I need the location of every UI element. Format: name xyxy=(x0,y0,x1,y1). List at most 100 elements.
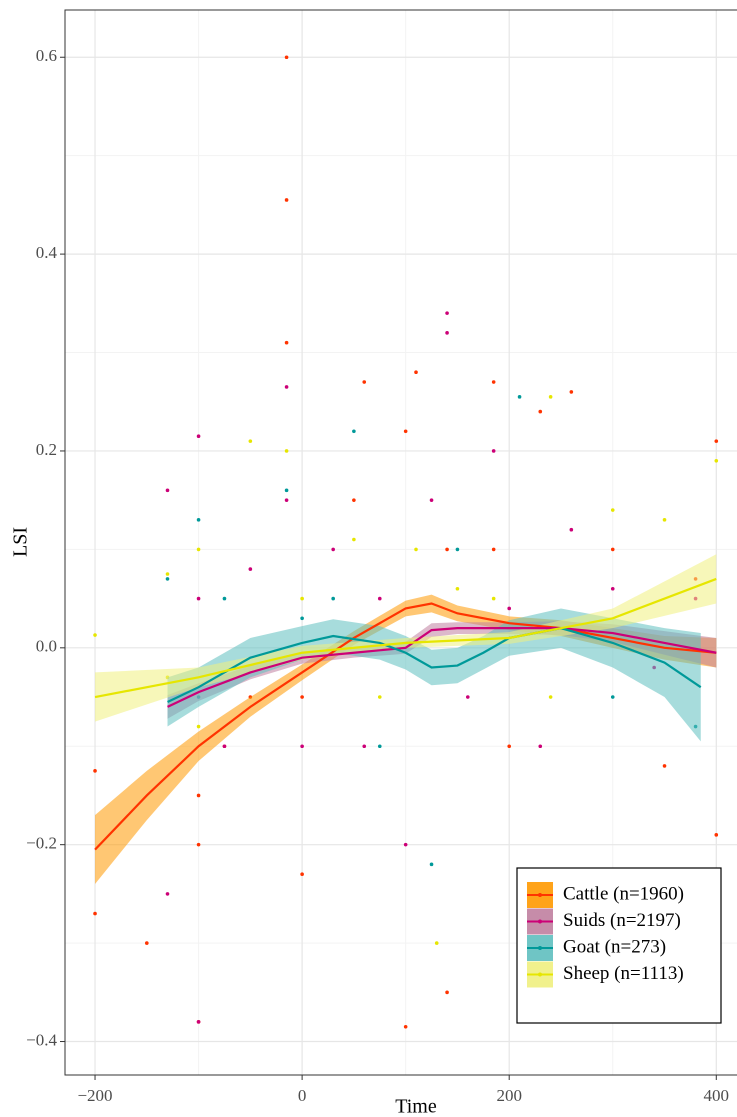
data-point xyxy=(165,488,170,493)
data-point xyxy=(455,547,460,552)
data-point xyxy=(377,596,382,601)
data-point xyxy=(300,695,304,699)
smooth-line xyxy=(94,577,717,699)
data-point xyxy=(429,498,434,502)
confidence-band xyxy=(167,608,701,742)
x-tick-label: 400 xyxy=(704,1086,730,1105)
data-point xyxy=(714,459,719,463)
data-point xyxy=(222,744,227,749)
data-point xyxy=(445,311,449,315)
data-point xyxy=(445,547,449,552)
data-point xyxy=(507,744,512,749)
legend-key-point xyxy=(538,946,542,950)
y-tick-label: −0.2 xyxy=(26,834,57,853)
data-point xyxy=(165,892,170,896)
smooth-line xyxy=(167,627,702,703)
data-point xyxy=(714,439,719,443)
data-point xyxy=(362,380,367,384)
data-point xyxy=(300,616,304,621)
data-point xyxy=(548,395,553,399)
legend-key-point xyxy=(538,893,542,897)
data-point xyxy=(196,842,201,847)
data-point xyxy=(377,695,382,699)
x-axis-title: Time xyxy=(395,1096,437,1117)
data-point xyxy=(403,429,408,434)
x-tick-label: 200 xyxy=(496,1086,522,1105)
smooth-line xyxy=(167,627,717,708)
data-point xyxy=(196,547,201,552)
legend-key-point xyxy=(538,972,542,977)
data-point xyxy=(569,390,574,394)
data-point xyxy=(284,488,289,493)
data-point xyxy=(352,429,356,434)
data-point xyxy=(352,498,356,502)
y-tick-label: 0.0 xyxy=(36,637,57,656)
data-point xyxy=(165,577,170,581)
data-point xyxy=(507,606,512,611)
data-point xyxy=(300,872,304,877)
data-point xyxy=(610,508,615,512)
data-point xyxy=(662,518,667,522)
data-point xyxy=(284,449,289,453)
data-point xyxy=(414,370,418,375)
data-point xyxy=(455,586,460,591)
data-point xyxy=(248,439,253,443)
data-point xyxy=(610,547,615,552)
data-point xyxy=(196,596,201,601)
data-point xyxy=(610,586,615,591)
data-point xyxy=(362,744,367,749)
data-point xyxy=(196,1020,201,1024)
data-point xyxy=(284,340,289,345)
confidence-band xyxy=(95,554,717,722)
data-point xyxy=(445,331,449,335)
y-axis-title: LSI xyxy=(10,527,32,557)
y-tick-label: 0.2 xyxy=(36,440,57,459)
data-point xyxy=(284,55,289,60)
data-point xyxy=(517,395,522,399)
data-point xyxy=(196,724,201,729)
data-point xyxy=(465,695,470,699)
data-point xyxy=(414,547,418,552)
legend-label: Cattle (n=1960) xyxy=(563,883,684,904)
data-point xyxy=(165,572,170,576)
data-point xyxy=(714,833,719,837)
y-tick-label: −0.4 xyxy=(26,1030,57,1049)
data-point xyxy=(284,198,289,202)
data-point xyxy=(491,596,496,601)
data-point xyxy=(610,695,615,699)
legend-key-point xyxy=(538,919,542,924)
data-point xyxy=(93,911,97,916)
data-point xyxy=(248,567,253,571)
y-tick-label: 0.4 xyxy=(36,243,58,262)
data-point xyxy=(144,941,149,945)
data-point xyxy=(491,380,496,384)
data-point xyxy=(491,547,496,552)
panel-border xyxy=(64,9,737,1076)
data-point xyxy=(538,409,543,414)
data-point xyxy=(548,695,553,699)
data-point xyxy=(222,596,227,601)
x-tick-label: 0 xyxy=(298,1086,307,1105)
data-point xyxy=(331,547,335,552)
data-point xyxy=(300,744,304,749)
data-point xyxy=(284,498,289,502)
data-point xyxy=(434,941,439,945)
data-point xyxy=(284,385,289,389)
data-point xyxy=(377,744,382,749)
data-point xyxy=(196,434,201,438)
legend: Cattle (n=1960) Suids (n=2197) Goat (n=273… xyxy=(516,867,722,1024)
data-point xyxy=(662,764,667,768)
y-tick-label: 0.6 xyxy=(36,46,57,65)
legend-label: Suids (n=2197) xyxy=(563,910,681,931)
data-point xyxy=(331,596,335,601)
data-point xyxy=(93,769,97,773)
smooth-line xyxy=(94,602,717,851)
legend-label: Goat (n=273) xyxy=(563,936,666,957)
data-point xyxy=(569,527,574,532)
data-point xyxy=(352,537,356,542)
data-point xyxy=(300,596,304,601)
data-point xyxy=(403,1024,408,1029)
data-point xyxy=(538,744,543,749)
x-tick-label: −200 xyxy=(77,1086,112,1105)
data-point xyxy=(196,793,201,798)
